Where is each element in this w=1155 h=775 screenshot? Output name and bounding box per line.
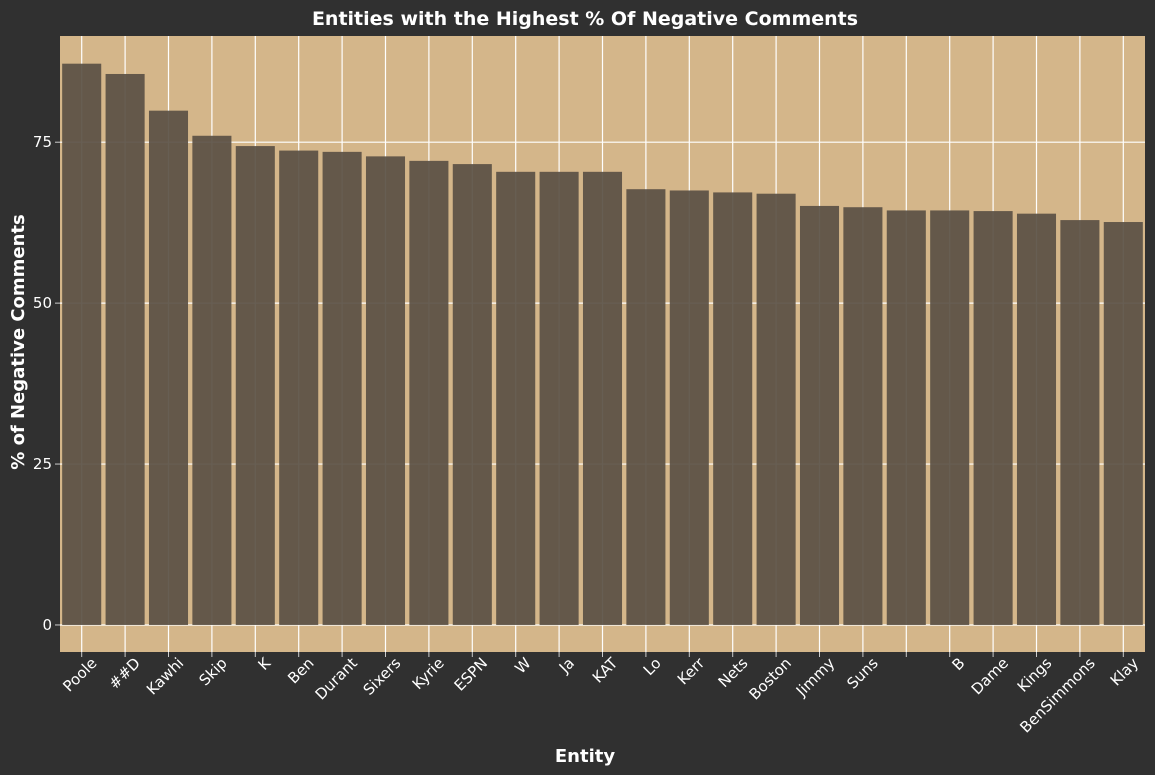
bar — [192, 135, 232, 625]
x-tick-label: Kerr — [674, 654, 709, 689]
x-tick-label: KAT — [589, 654, 622, 687]
x-tick-label: Nets — [715, 654, 752, 691]
x-tick-label: Kawhi — [143, 654, 187, 698]
bar — [1016, 213, 1057, 625]
x-tick-label: Poole — [59, 654, 100, 695]
x-tick-label: Durant — [312, 654, 361, 703]
bar — [973, 211, 1013, 625]
bar — [279, 150, 319, 625]
bars — [62, 63, 1143, 625]
x-tick-label: BenSimmons — [1016, 654, 1098, 736]
bar — [496, 171, 536, 625]
x-axis-title: Entity — [555, 746, 615, 767]
x-tick-label: Klay — [1107, 654, 1142, 689]
bar — [365, 156, 406, 625]
y-tick-label: 25 — [33, 455, 52, 473]
bar — [409, 160, 449, 625]
bar — [1060, 220, 1100, 625]
bar — [582, 171, 623, 625]
bar — [799, 205, 840, 625]
y-axis-ticks: 0 25 50 75 — [33, 133, 60, 634]
y-axis-title: % of Negative Comments — [8, 214, 29, 469]
bar — [105, 73, 145, 625]
x-tick-label: Ja — [555, 654, 578, 677]
bar — [148, 110, 189, 625]
bar — [713, 192, 753, 625]
bar — [843, 207, 883, 625]
x-tick-label: Skip — [195, 654, 230, 689]
y-tick-label: 75 — [33, 133, 52, 151]
bar — [756, 193, 796, 625]
x-tick-label: Jimmy — [792, 654, 839, 701]
bar — [539, 171, 579, 625]
bar — [930, 210, 970, 625]
x-tick-label: Ben — [284, 654, 317, 687]
x-tick-label: W — [511, 654, 534, 677]
bar — [62, 63, 102, 625]
x-tick-label: Suns — [843, 654, 882, 693]
bar — [1103, 222, 1143, 625]
bar — [626, 189, 666, 625]
x-tick-label: Dame — [968, 654, 1012, 698]
x-tick-label: Lo — [640, 654, 665, 679]
bar — [452, 164, 492, 625]
bar — [669, 190, 709, 625]
x-tick-label: Kyrie — [409, 654, 448, 693]
x-tick-label: Kings — [1014, 654, 1056, 696]
y-tick-label: 50 — [33, 294, 52, 312]
y-tick-label: 0 — [42, 616, 52, 634]
x-tick-label: B — [949, 654, 969, 674]
bar — [235, 146, 275, 625]
x-tick-label: ##D — [105, 654, 144, 693]
bar — [886, 210, 926, 625]
x-tick-label: Sixers — [360, 654, 405, 699]
x-tick-label: ESPN — [451, 654, 491, 694]
x-tick-label: K — [254, 653, 275, 674]
chart-title: Entities with the Highest % Of Negative … — [312, 8, 858, 30]
x-tick-label: Boston — [746, 654, 795, 703]
bar — [322, 151, 362, 625]
